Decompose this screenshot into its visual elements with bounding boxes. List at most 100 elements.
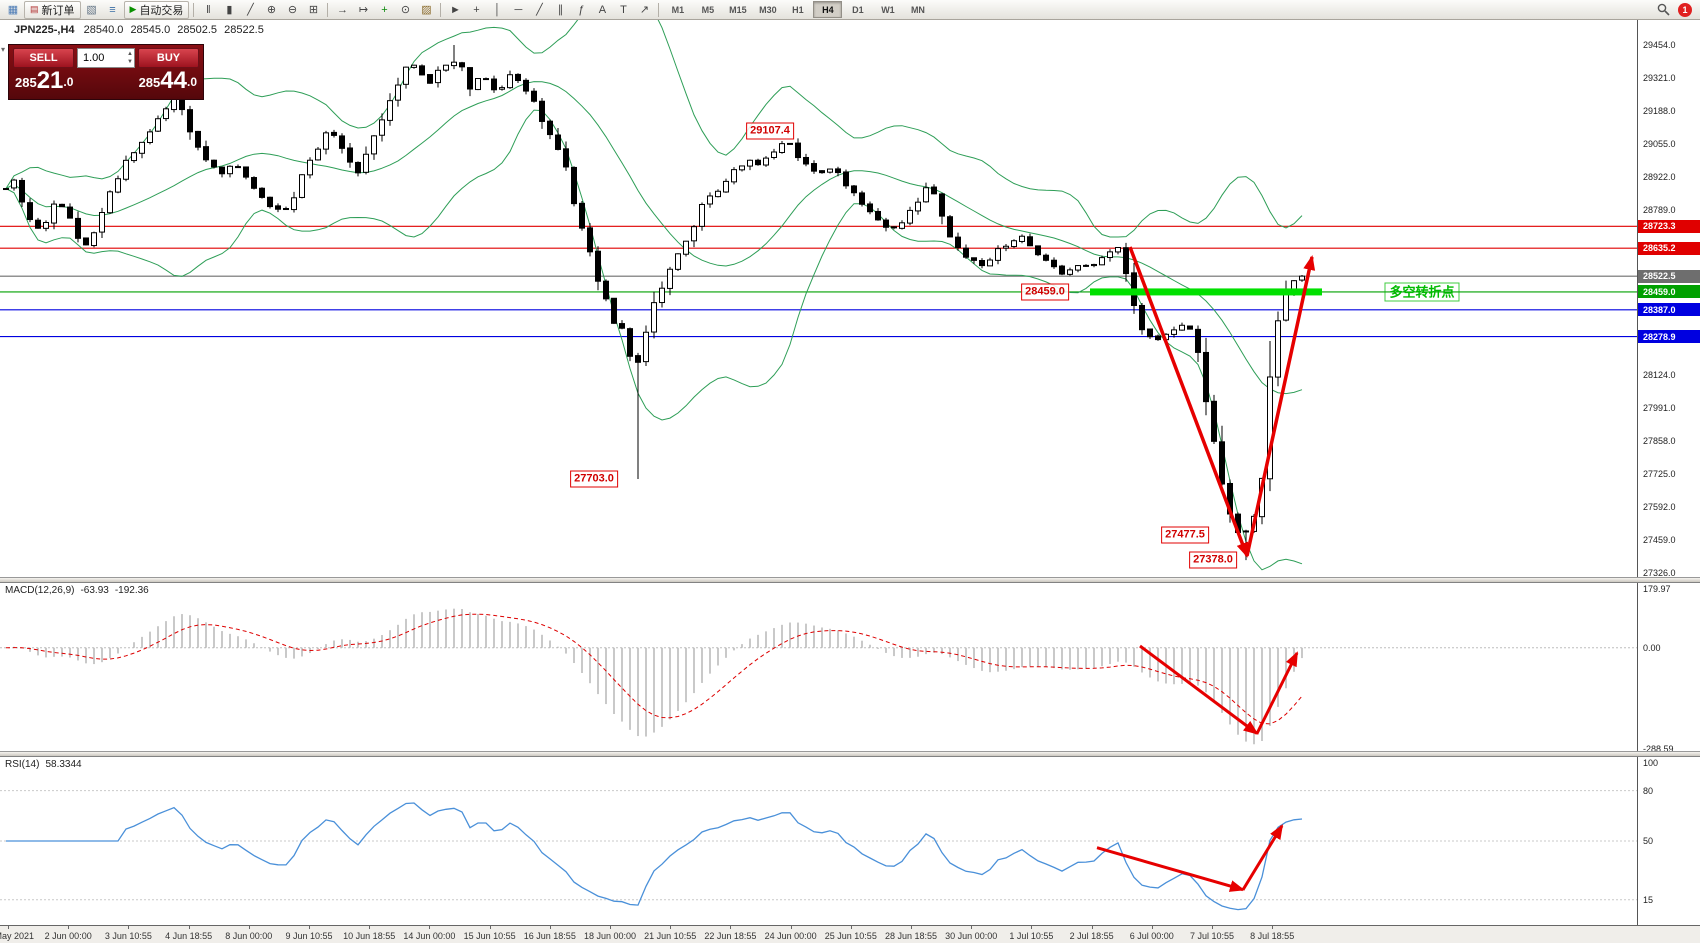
time-axis-label: 15 Jun 10:55 bbox=[463, 931, 516, 941]
new-order-button-glyph: ▤ bbox=[30, 4, 39, 14]
bar-chart-type-icon[interactable]: ‖ bbox=[206, 3, 211, 16]
symbol-name: JPN225-,H4 bbox=[14, 24, 75, 36]
time-axis-label: 9 Jun 10:55 bbox=[285, 931, 333, 941]
sell-price: 285 21.0 bbox=[15, 67, 74, 94]
price-level-tag: 28723.3 bbox=[1638, 219, 1700, 233]
time-tick bbox=[68, 926, 70, 929]
market-watch-icon[interactable]: ≡ bbox=[109, 3, 116, 16]
panel-separator[interactable] bbox=[0, 577, 1700, 583]
search-icon[interactable] bbox=[1653, 1, 1673, 19]
line-chart-type-icon[interactable]: ╱ bbox=[247, 4, 254, 16]
trendline-icon[interactable]: ╱ bbox=[536, 4, 543, 16]
trend-arrow[interactable] bbox=[1255, 651, 1299, 735]
rsi-axis-label: 100 bbox=[1643, 758, 1659, 768]
new-order-button-label: 新订单 bbox=[41, 4, 75, 17]
toolbar-separator bbox=[193, 2, 195, 17]
timeframe-d1[interactable]: D1 bbox=[852, 4, 864, 15]
time-tick bbox=[248, 926, 250, 929]
cursor-icon[interactable]: ► bbox=[449, 3, 461, 16]
autotrading-button-label: 自动交易 bbox=[139, 4, 184, 17]
crosshair-icon[interactable]: + bbox=[473, 3, 480, 16]
time-axis-label: 25 Jun 10:55 bbox=[824, 931, 877, 941]
time-axis-label: 18 Jun 00:00 bbox=[583, 931, 637, 941]
tile-windows-icon[interactable]: ⊞ bbox=[308, 4, 319, 16]
price-level-tag: 28635.2 bbox=[1638, 241, 1700, 255]
timeframe-mn[interactable]: MN bbox=[910, 4, 925, 15]
trend-arrow[interactable] bbox=[1096, 846, 1245, 892]
sell-button[interactable]: SELL bbox=[13, 48, 74, 68]
main-toolbar: ▦ ▤ 新订单 ▧ ≡ ▶ 自动交易 ‖ ▮ ╱ ⊕ ⊖ ⊞ → ↦ + ⊙ ▨ ► + │ ─ ╱ ∥ ƒ A T ↗ M1 M5 M1… bbox=[0, 0, 1700, 20]
auto-scroll-icon[interactable]: → bbox=[336, 3, 348, 16]
panel-separator[interactable] bbox=[0, 751, 1700, 757]
time-tick bbox=[8, 926, 9, 929]
one-click-trading-panel: SELL 1.00 ▲ ▼ BUY 285 21.0 285 44.0 bbox=[8, 44, 204, 100]
macd-layer bbox=[0, 608, 1637, 745]
time-tick bbox=[188, 926, 190, 929]
notification-badge[interactable]: 1 bbox=[1678, 2, 1692, 17]
vertical-line-icon[interactable]: │ bbox=[494, 3, 501, 16]
trend-arrow[interactable] bbox=[1139, 644, 1259, 735]
toolbar-separator bbox=[327, 2, 329, 17]
price-level-tag: 28387.0 bbox=[1638, 303, 1700, 317]
buy-price: 285 44.0 bbox=[138, 67, 197, 94]
price-axis-label: 27725.0 bbox=[1643, 469, 1676, 480]
text-label-icon[interactable]: T bbox=[620, 3, 627, 16]
fibonacci-icon[interactable]: ƒ bbox=[578, 3, 585, 16]
timeframe-m5[interactable]: M5 bbox=[701, 4, 715, 15]
price-axis-label: 27326.0 bbox=[1643, 568, 1676, 579]
timeframe-h1[interactable]: H1 bbox=[792, 4, 804, 15]
time-axis-label: 30 Jun 00:00 bbox=[945, 931, 998, 941]
candlestick-chart-type-icon[interactable]: ▮ bbox=[226, 4, 233, 16]
timeframe-m30[interactable]: M30 bbox=[759, 4, 777, 15]
timeframe-h4[interactable]: H4 bbox=[813, 1, 843, 18]
time-axis[interactable]: 31 May 2021 2 Jun 00:00 3 Jun 10:55 4 Jun 1… bbox=[0, 925, 1700, 943]
price-axis-label: 28789.0 bbox=[1643, 205, 1676, 216]
time-tick bbox=[971, 926, 973, 929]
periods-icon[interactable]: ⊙ bbox=[400, 4, 411, 16]
chart-profiles-icon[interactable]: ▧ bbox=[86, 4, 97, 16]
price-axis-label: 27459.0 bbox=[1643, 535, 1676, 546]
chart-shift-icon[interactable]: ↦ bbox=[358, 4, 369, 16]
volume-spin-buttons[interactable]: ▲ ▼ bbox=[127, 50, 133, 66]
templates-icon[interactable]: ▨ bbox=[421, 4, 432, 16]
time-tick bbox=[369, 926, 371, 929]
new-chart-icon[interactable]: ▦ bbox=[7, 4, 19, 16]
arrows-icon[interactable]: ↗ bbox=[639, 4, 650, 16]
symbol-ohlc-info: JPN225-,H4 28540.0 28545.0 28502.5 28522… bbox=[14, 24, 268, 36]
trend-arrow[interactable] bbox=[1128, 246, 1249, 558]
time-axis-label: 2 Jul 18:55 bbox=[1069, 931, 1114, 941]
buy-button[interactable]: BUY bbox=[138, 48, 199, 68]
time-axis-label: 16 Jun 18:55 bbox=[523, 931, 576, 941]
timeframe-m1[interactable]: M1 bbox=[671, 4, 685, 15]
time-tick bbox=[549, 926, 551, 929]
time-tick bbox=[1091, 926, 1093, 929]
rsi-axis-label: 50 bbox=[1643, 836, 1654, 846]
timeframe-m15[interactable]: M15 bbox=[729, 4, 747, 15]
price-axis-label: 27858.0 bbox=[1643, 436, 1676, 447]
trend-band[interactable] bbox=[1090, 288, 1322, 296]
time-tick bbox=[610, 926, 611, 929]
time-axis-label: 6 Jul 00:00 bbox=[1129, 931, 1174, 941]
ohlc-low: 28502.5 bbox=[177, 24, 218, 36]
trade-panel-collapse-icon[interactable]: ▾ bbox=[1, 45, 6, 54]
horizontal-line-icon[interactable]: ─ bbox=[514, 3, 523, 16]
rsi-indicator-label: RSI(14) 58.3344 bbox=[5, 759, 82, 770]
zoom-out-icon[interactable]: ⊖ bbox=[287, 4, 298, 16]
zoom-in-icon[interactable]: ⊕ bbox=[266, 4, 277, 16]
time-axis-label: 24 Jun 00:00 bbox=[764, 931, 817, 941]
new-order-button[interactable]: ▤ 新订单 bbox=[24, 0, 81, 19]
channel-icon[interactable]: ∥ bbox=[557, 4, 564, 16]
autotrading-button[interactable]: ▶ 自动交易 bbox=[123, 0, 190, 19]
price-axis-label: 27592.0 bbox=[1643, 502, 1676, 513]
volume-stepper[interactable]: 1.00 ▲ ▼ bbox=[77, 48, 135, 68]
text-icon[interactable]: A bbox=[598, 3, 607, 16]
price-axis[interactable]: 29454.0 29321.0 29188.0 29055.0 28922.0 28789… bbox=[1637, 20, 1700, 943]
timeframe-w1[interactable]: W1 bbox=[881, 4, 895, 15]
indicators-icon[interactable]: + bbox=[381, 3, 388, 16]
macd-axis-label: -288.59 bbox=[1643, 743, 1674, 754]
toolbar-icon-group: ▦ ▤ 新订单 ▧ ≡ ▶ 自动交易 ‖ ▮ ╱ ⊕ ⊖ ⊞ → ↦ + ⊙ ▨ ► + │ ─ ╱ ∥ ƒ A T ↗ bbox=[3, 0, 654, 19]
trend-arrow[interactable] bbox=[1241, 824, 1284, 891]
autotrading-button-glyph: ▶ bbox=[129, 4, 137, 14]
trend-arrow[interactable] bbox=[1245, 254, 1316, 557]
